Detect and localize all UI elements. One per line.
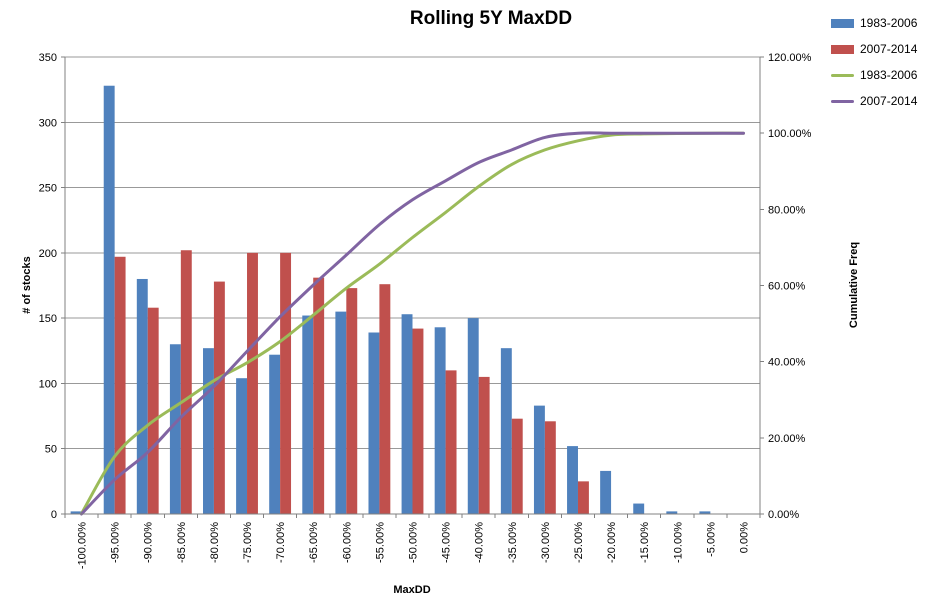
legend: 1983-2006 2007-2014 1983-2006 2007-2014 xyxy=(831,10,917,114)
x-tick-label: -80.00% xyxy=(209,522,221,563)
x-tick-label: 0.00% xyxy=(738,522,750,553)
x-tick-label: -5.00% xyxy=(705,522,717,557)
y-left-tick-label: 250 xyxy=(39,183,57,195)
bar-2007-2014[interactable] xyxy=(180,250,192,514)
bar-1983-2006[interactable] xyxy=(434,327,446,514)
y-right-tick-label: 80.00% xyxy=(768,204,806,216)
y-left-tick-label: 150 xyxy=(39,313,57,325)
x-tick-label: -90.00% xyxy=(143,522,155,563)
x-tick-label: -60.00% xyxy=(341,522,353,563)
bar-2007-2014[interactable] xyxy=(511,418,523,514)
bar-2007-2014[interactable] xyxy=(313,277,325,514)
x-tick-label: -15.00% xyxy=(639,522,651,563)
bar-1983-2006[interactable] xyxy=(401,314,413,514)
bar-1983-2006[interactable] xyxy=(500,348,512,514)
y-right-tick-label: 0.00% xyxy=(768,509,799,521)
bar-1983-2006[interactable] xyxy=(103,85,115,515)
legend-bar-swatch xyxy=(831,44,854,54)
y-right-tick-label: 100.00% xyxy=(768,128,812,140)
y-right-tick-label: 40.00% xyxy=(768,357,806,369)
x-tick-label: -25.00% xyxy=(573,522,585,563)
bar-1983-2006[interactable] xyxy=(567,446,578,514)
y-left-tick-label: 100 xyxy=(39,378,57,390)
x-tick-label: -75.00% xyxy=(242,522,254,563)
legend-line-swatch xyxy=(831,99,854,103)
legend-item-line-2007-2014[interactable]: 2007-2014 xyxy=(831,88,917,114)
bar-1983-2006[interactable] xyxy=(169,344,181,514)
bar-2007-2014[interactable] xyxy=(114,256,126,514)
y-left-tick-label: 200 xyxy=(39,248,57,260)
legend-label: 2007-2014 xyxy=(860,94,918,108)
legend-item-bar-1983-2006[interactable]: 1983-2006 xyxy=(831,10,917,36)
x-tick-label: -20.00% xyxy=(606,522,618,563)
y-left-tick-label: 50 xyxy=(45,444,57,456)
bar-1983-2006[interactable] xyxy=(236,378,248,514)
cumulative-line-2007-2014[interactable] xyxy=(80,131,745,516)
bar-2007-2014[interactable] xyxy=(445,370,457,514)
bar-1983-2006[interactable] xyxy=(368,332,380,514)
bar-2007-2014[interactable] xyxy=(412,328,424,514)
legend-item-bar-2007-2014[interactable]: 2007-2014 xyxy=(831,36,917,62)
chart-title: Rolling 5Y MaxDD xyxy=(409,8,573,29)
x-tick-label: -85.00% xyxy=(176,522,188,563)
y-left-axis-title: # of stocks xyxy=(21,256,33,314)
legend-label: 1983-2006 xyxy=(860,68,918,82)
x-tick-label: -40.00% xyxy=(474,522,486,563)
y-right-tick-label: 60.00% xyxy=(768,281,806,293)
bar-1983-2006[interactable] xyxy=(203,348,214,514)
legend-line-swatch xyxy=(831,73,854,77)
bar-2007-2014[interactable] xyxy=(280,252,292,514)
bar-1983-2006[interactable] xyxy=(533,405,545,514)
bar-2007-2014[interactable] xyxy=(247,252,258,514)
x-tick-label: -10.00% xyxy=(672,522,684,563)
x-tick-label: -95.00% xyxy=(110,522,122,563)
bar-1983-2006[interactable] xyxy=(136,278,148,514)
x-tick-label: -50.00% xyxy=(408,522,420,563)
x-tick-label: -65.00% xyxy=(308,522,320,563)
bar-1983-2006[interactable] xyxy=(699,511,711,514)
bar-2007-2014[interactable] xyxy=(213,281,225,514)
legend-bar-swatch xyxy=(831,18,854,28)
y-left-tick-label: 0 xyxy=(51,509,57,521)
bar-2007-2014[interactable] xyxy=(577,481,589,514)
bar-1983-2006[interactable] xyxy=(600,470,612,514)
y-left-tick-label: 350 xyxy=(39,52,57,64)
bar-2007-2014[interactable] xyxy=(379,284,391,514)
x-tick-label: -30.00% xyxy=(540,522,552,563)
y-right-tick-label: 120.00% xyxy=(768,52,812,64)
legend-label: 1983-2006 xyxy=(860,16,918,30)
bar-1983-2006[interactable] xyxy=(269,354,281,514)
x-tick-label: -55.00% xyxy=(374,522,386,563)
bar-1983-2006[interactable] xyxy=(70,511,82,514)
x-axis-title: MaxDD xyxy=(393,584,431,596)
y-right-tick-label: 20.00% xyxy=(768,433,806,445)
bar-2007-2014[interactable] xyxy=(346,288,358,514)
x-tick-label: -35.00% xyxy=(507,522,519,563)
y-left-tick-label: 300 xyxy=(39,117,57,129)
bar-2007-2014[interactable] xyxy=(478,376,490,514)
bar-1983-2006[interactable] xyxy=(467,318,479,514)
y-right-axis-title: Cumulative Freq xyxy=(848,241,860,329)
x-tick-label: -70.00% xyxy=(275,522,287,563)
bar-2007-2014[interactable] xyxy=(147,307,159,514)
bar-1983-2006[interactable] xyxy=(335,311,347,514)
bar-1983-2006[interactable] xyxy=(302,315,314,514)
bar-2007-2014[interactable] xyxy=(544,421,556,514)
legend-label: 2007-2014 xyxy=(860,42,918,56)
bar-1983-2006[interactable] xyxy=(666,511,678,514)
x-tick-label: -45.00% xyxy=(441,522,453,563)
x-tick-label: -100.00% xyxy=(77,522,89,569)
legend-item-line-1983-2006[interactable]: 1983-2006 xyxy=(831,62,917,88)
bar-1983-2006[interactable] xyxy=(633,503,645,514)
